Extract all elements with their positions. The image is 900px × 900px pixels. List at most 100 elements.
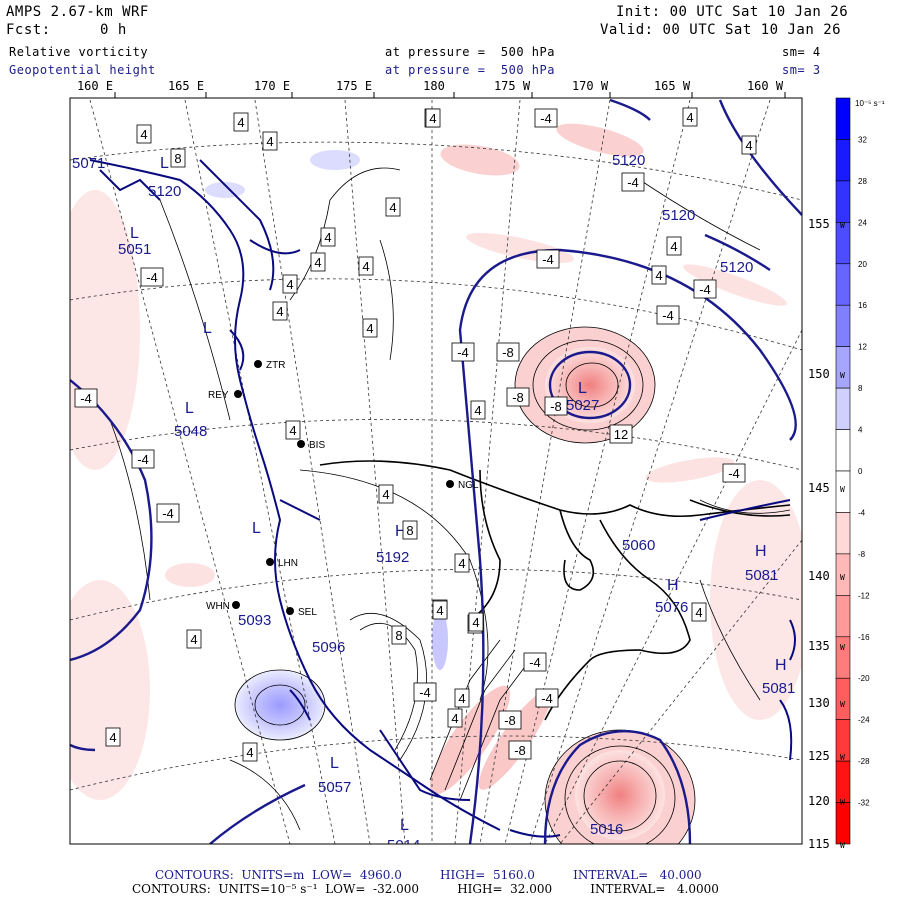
vorticity-label: -4 (146, 270, 158, 285)
station-label: ZTR (266, 360, 285, 371)
low-marker: L (330, 755, 339, 772)
vorticity-label-box (74, 388, 98, 408)
vorticity-label: 4 (451, 711, 458, 726)
vorticity-label: 4 (289, 423, 296, 438)
height-label: 5071 (72, 155, 105, 172)
height-label: 5048 (174, 423, 207, 440)
height-label: 5192 (376, 549, 409, 566)
vorticity-label-box (262, 131, 278, 151)
vorticity-label: 8 (406, 523, 413, 538)
colorbar-swatch (835, 263, 851, 306)
vorticity-label: -4 (162, 506, 174, 521)
vorticity-label-box (496, 342, 520, 362)
colorbar: 10⁻⁵ s⁻¹ 32 28 24 20 16 12 8 4 0 -4 -8 -12 -16 -20 -24 -… (835, 97, 885, 845)
height-label: 5120 (720, 259, 753, 276)
colorbar-tick: 20 (858, 260, 867, 269)
vorticity-label: 4 (458, 691, 465, 706)
vorticity-label-box (282, 274, 298, 294)
latitude-label: 140 (808, 569, 830, 583)
valid-time: Valid: 00 UTC Sat 10 Jan 26 (600, 22, 842, 38)
latitude-label: 150 (808, 367, 830, 381)
height-label: 5076 (655, 599, 688, 616)
vorticity-label-box (651, 265, 667, 285)
vorticity-label-box (170, 148, 186, 168)
vorticity-label-box (508, 740, 532, 760)
vorticity-label: 4 (429, 111, 436, 126)
vorticity-label: 4 (655, 268, 662, 283)
height-label: 5016 (590, 821, 623, 838)
vorticity-label-box (621, 172, 645, 192)
vorticity-label: 4 (472, 615, 479, 630)
vorticity-label: 4 (686, 110, 693, 125)
vorticity-contours (109, 167, 791, 844)
longitude-label: 175 E (336, 79, 372, 93)
colorbar-tick: -20 (858, 674, 870, 683)
colorbar-swatch (835, 677, 851, 720)
colorbar-tick: 0 (858, 467, 863, 476)
vorticity-label-box (320, 227, 336, 247)
field2-smoothing: sm= 3 (782, 63, 821, 77)
high-marker: H (755, 543, 767, 560)
station-dot (446, 480, 454, 488)
colorbar-swatch (835, 139, 851, 182)
colorbar-tick: 16 (858, 301, 867, 310)
vorticity-label-box (186, 629, 202, 649)
station-dot (234, 390, 242, 398)
coastline (319, 460, 791, 721)
longitude-label: 165 W (654, 79, 691, 93)
vorticity-label: 4 (109, 730, 116, 745)
height-label: 5057 (318, 779, 351, 796)
colorbar-tick: 12 (858, 343, 867, 352)
colorbar-unit: 10⁻⁵ s⁻¹ (855, 99, 885, 108)
longitude-label: 170 W (572, 79, 609, 93)
vorticity-label-box (741, 135, 757, 155)
vorticity-label: 4 (695, 605, 702, 620)
vorticity-label: 4 (382, 487, 389, 502)
colorbar-swatch (835, 760, 851, 803)
vorticity-label-box (242, 742, 258, 762)
longitude-label: 180 (423, 79, 445, 93)
station-dot (232, 601, 240, 609)
colorbar-swatch (835, 97, 851, 140)
vorticity-label-box (105, 727, 121, 747)
longitude-label: 170 E (254, 79, 290, 93)
vorticity-label-box (391, 625, 407, 645)
longitude-label: 160 E (77, 79, 113, 93)
vorticity-label-box (413, 682, 437, 702)
colorbar-swatch (835, 387, 851, 430)
vorticity-label: 4 (389, 200, 396, 215)
vorticity-label: 12 (614, 427, 628, 442)
ice-coastline (89, 159, 796, 838)
vorticity-label: 4 (366, 321, 373, 336)
vorticity-label-box (523, 652, 547, 672)
vorticity-label: 4 (458, 556, 465, 571)
model-title: AMPS 2.67-km WRF (6, 4, 149, 20)
latitude-hemisphere: W (840, 221, 845, 230)
stations: BIS NGL LHN SEL WHN REY ZTR (206, 360, 479, 618)
height-label: 5081 (745, 567, 778, 584)
vorticity-label: 4 (324, 230, 331, 245)
height-label: 5014 (387, 837, 420, 854)
high-marker: H (395, 523, 407, 540)
latitude-label: 125 (808, 749, 830, 763)
latitude-label: 115 (808, 837, 830, 851)
vorticity-label: 4 (237, 115, 244, 130)
colorbar-swatch (835, 802, 851, 845)
longitude-label: 175 W (494, 79, 531, 93)
latitude-label: 145 (808, 481, 830, 495)
forecast-hour: 0 h (100, 22, 127, 38)
vorticity-label-box (693, 279, 717, 299)
latitude-hemisphere: W (840, 371, 845, 380)
latitude-label: 130 (808, 696, 830, 710)
vorticity-label-box (136, 124, 152, 144)
low-marker: L (578, 380, 587, 397)
latitude-hemisphere: W (840, 753, 845, 762)
vorticity-label: -8 (504, 713, 516, 728)
colorbar-tick: 32 (858, 135, 867, 144)
latitude-label: 135 (808, 639, 830, 653)
vorticity-label-box (691, 602, 707, 622)
colorbar-tick: -12 (858, 591, 870, 600)
height-label: 5120 (148, 183, 181, 200)
latitude-hemisphere: W (840, 573, 845, 582)
latitude-labels: 155 W 150 W 145 W 140 W 135 W 130 W 125 W 120 W 115 W (808, 217, 845, 851)
